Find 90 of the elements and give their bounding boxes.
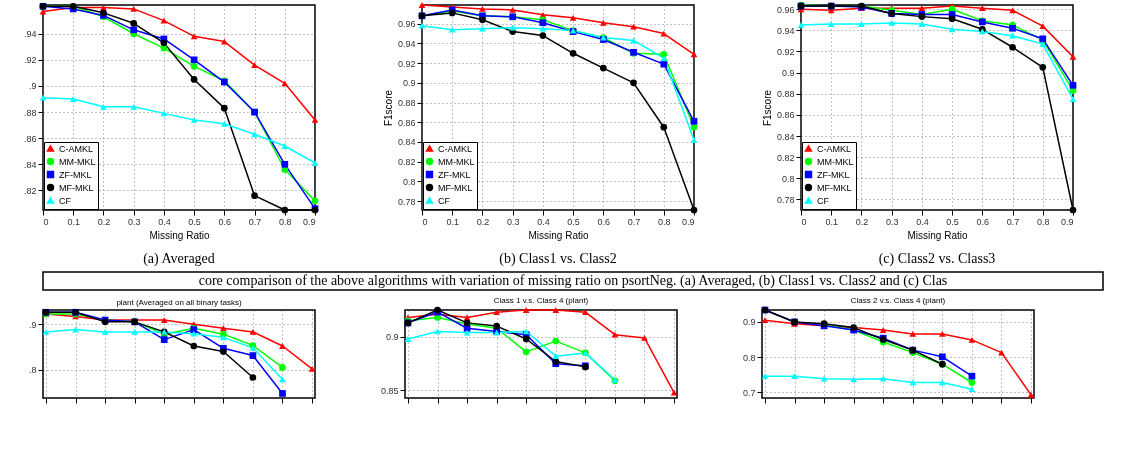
y-tick-label: .9 [28,81,37,92]
x-tick-label: 0.9 [302,216,316,227]
x-tick-label: 0.8 [279,216,292,227]
y-tick-label: 0.92 [397,58,416,69]
y-tick-label: .84 [23,159,37,170]
y-tick-label: 0.7 [742,387,756,398]
x-tick-label: 0.7 [1006,216,1020,227]
x-tick-label: 0.8 [658,216,671,227]
legend-label: MM-MKL [438,156,475,167]
y-tick-label: 0.88 [397,98,416,109]
y-tick-label: 0.8 [742,352,756,363]
legend-label: CF [59,195,72,206]
y-axis-title: F1score [382,89,394,127]
legend-label: CF [817,195,830,206]
text: (a) Averaged [143,251,215,267]
y-axis-title: F1score [761,89,773,127]
y-tick-label: 0.78 [397,196,416,207]
legend-label: MF-MKL [59,182,94,193]
x-axis-title: Missing Ratio [528,229,589,241]
y-tick-label: 0.96 [397,19,416,30]
x-tick-label: 0.7 [248,216,262,227]
legend-label: MF-MKL [817,182,852,193]
x-tick-label: 0.6 [976,216,990,227]
text: (b) Class1 vs. Class2 [499,251,617,267]
y-tick-label: 0.9 [781,68,795,79]
x-tick-label: 0 [43,216,49,227]
legend-label: CF [438,195,451,206]
y-tick-label: .8 [28,365,37,376]
y-tick-label: 0.84 [776,131,795,142]
x-tick-label: 0 [422,216,428,227]
legend-label: MM-MKL [59,156,96,167]
x-tick-label: 0.6 [218,216,232,227]
x-tick-label: 0.2 [476,216,490,227]
x-tick-label: 0.8 [1037,216,1050,227]
y-tick-label: .88 [23,107,37,118]
y-tick-label: 0.96 [776,4,795,15]
chart-title: Class 1 v.s. Class 4 (plant) [493,295,589,305]
x-tick-label: 0.9 [1060,216,1074,227]
x-tick-label: 0.7 [627,216,641,227]
y-tick-label: 0.86 [397,117,416,128]
y-tick-label: 0.94 [397,38,416,49]
x-axis-title: Missing Ratio [907,229,968,241]
x-tick-label: 0.4 [158,216,171,227]
y-tick-label: 0.82 [776,152,795,163]
x-tick-label: 0.2 [855,216,869,227]
y-tick-label: 0.8 [402,176,416,187]
x-tick-label: 0 [801,216,807,227]
legend-label: C-AMKL [438,143,473,154]
legend-label: C-AMKL [59,143,94,154]
y-tick-label: .9 [28,319,37,330]
y-tick-label: 0.82 [397,157,416,168]
y-tick-label: .86 [23,133,37,144]
y-tick-label: 0.94 [776,25,795,36]
x-tick-label: 0.6 [597,216,611,227]
x-tick-label: 0.5 [946,216,959,227]
y-tick-label: 0.84 [397,137,416,148]
x-tick-label: 0.2 [97,216,111,227]
x-tick-label: 0.4 [916,216,929,227]
chart-title: Class 2 v.s. Class 4 (plant) [850,295,946,305]
x-tick-label: 0.3 [127,216,141,227]
text: core comparison of the above algorithms with variation of missing ratio on psortNeg. (a) Averaged, (b) Class1 vs. Class2 and (c) Clas [198,273,948,289]
x-tick-label: 0.5 [567,216,580,227]
x-tick-label: 0.1 [67,216,80,227]
y-tick-label: .94 [23,29,37,40]
legend-label: ZF-MKL [59,169,92,180]
y-tick-label: .92 [23,55,37,66]
legend-label: MF-MKL [438,182,473,193]
legend-label: ZF-MKL [438,169,471,180]
y-tick-label: 0.78 [776,194,795,205]
chart-title: plant (Averaged on all binary tasks) [116,297,242,307]
y-tick-label: 0.8 [781,173,795,184]
x-tick-label: 0.3 [506,216,520,227]
y-tick-label: 0.88 [776,89,795,100]
x-tick-label: 0.4 [537,216,550,227]
y-tick-label: 0.9 [402,78,416,89]
y-tick-label: .82 [23,185,37,196]
y-tick-label: 0.86 [776,110,795,121]
x-tick-label: 0.1 [446,216,459,227]
text: (c) Class2 vs. Class3 [878,251,996,267]
x-axis-title: Missing Ratio [149,229,210,241]
x-tick-label: 0.5 [188,216,201,227]
x-tick-label: 0.9 [681,216,695,227]
y-tick-label: 0.92 [776,46,795,57]
x-tick-label: 0.3 [885,216,899,227]
legend-label: MM-MKL [817,156,854,167]
legend-label: C-AMKL [817,143,852,154]
y-tick-label: 0.85 [380,385,399,396]
legend-label: ZF-MKL [817,169,850,180]
y-tick-label: 0.9 [742,317,756,328]
x-tick-label: 0.1 [825,216,838,227]
